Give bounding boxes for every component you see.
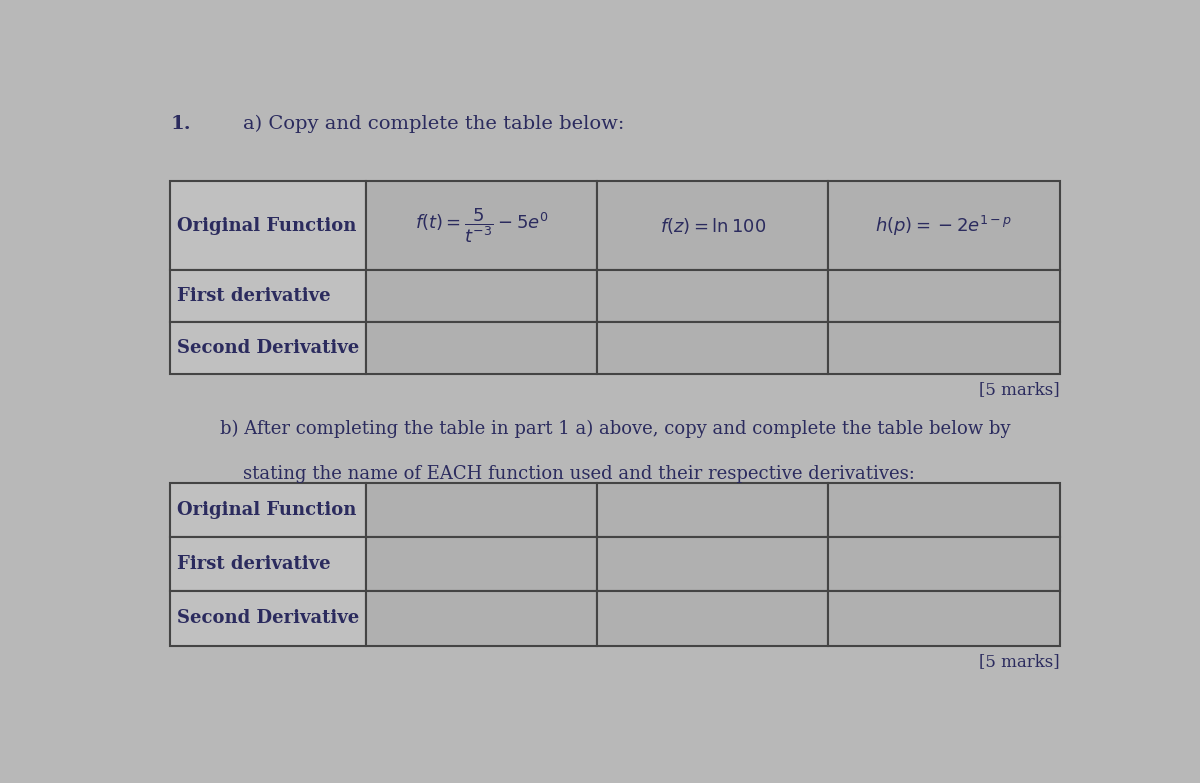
FancyBboxPatch shape: [366, 483, 598, 537]
Text: Second Derivative: Second Derivative: [176, 609, 359, 627]
FancyBboxPatch shape: [828, 483, 1060, 537]
Text: First derivative: First derivative: [176, 287, 330, 305]
FancyBboxPatch shape: [366, 182, 598, 270]
Text: Original Function: Original Function: [176, 501, 356, 519]
FancyBboxPatch shape: [170, 323, 366, 374]
FancyBboxPatch shape: [598, 591, 828, 646]
Text: a) Copy and complete the table below:: a) Copy and complete the table below:: [242, 115, 624, 133]
FancyBboxPatch shape: [828, 182, 1060, 270]
Text: $h(p) = -2e^{1-p}$: $h(p) = -2e^{1-p}$: [875, 214, 1013, 238]
FancyBboxPatch shape: [598, 182, 828, 270]
FancyBboxPatch shape: [828, 323, 1060, 374]
FancyBboxPatch shape: [170, 483, 366, 537]
FancyBboxPatch shape: [598, 323, 828, 374]
FancyBboxPatch shape: [598, 270, 828, 323]
Text: [5 marks]: [5 marks]: [979, 653, 1060, 670]
Text: First derivative: First derivative: [176, 555, 330, 573]
FancyBboxPatch shape: [170, 537, 366, 591]
FancyBboxPatch shape: [366, 270, 598, 323]
FancyBboxPatch shape: [366, 323, 598, 374]
FancyBboxPatch shape: [828, 270, 1060, 323]
FancyBboxPatch shape: [170, 182, 366, 270]
FancyBboxPatch shape: [366, 537, 598, 591]
Text: Second Derivative: Second Derivative: [176, 339, 359, 357]
FancyBboxPatch shape: [598, 483, 828, 537]
FancyBboxPatch shape: [828, 591, 1060, 646]
FancyBboxPatch shape: [170, 270, 366, 323]
FancyBboxPatch shape: [828, 537, 1060, 591]
Text: [5 marks]: [5 marks]: [979, 381, 1060, 399]
Text: b) After completing the table in part 1 a) above, copy and complete the table be: b) After completing the table in part 1 …: [220, 420, 1010, 438]
Text: $f(z) = \ln 100$: $f(z) = \ln 100$: [660, 216, 766, 236]
Text: $f(t) = \dfrac{5}{t^{-3}} - 5e^{0}$: $f(t) = \dfrac{5}{t^{-3}} - 5e^{0}$: [415, 207, 548, 245]
FancyBboxPatch shape: [598, 537, 828, 591]
Text: stating the name of EACH function used and their respective derivatives:: stating the name of EACH function used a…: [220, 465, 914, 483]
Text: 1.: 1.: [170, 115, 191, 133]
FancyBboxPatch shape: [170, 591, 366, 646]
Text: Original Function: Original Function: [176, 217, 356, 235]
FancyBboxPatch shape: [366, 591, 598, 646]
